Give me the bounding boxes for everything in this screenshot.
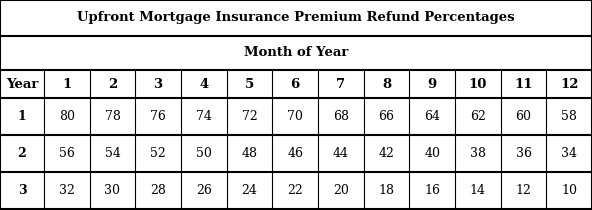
Text: 62: 62 (470, 110, 486, 123)
Text: 18: 18 (378, 184, 394, 197)
Text: 9: 9 (427, 77, 437, 91)
Text: 3: 3 (18, 184, 26, 197)
Text: Upfront Mortgage Insurance Premium Refund Percentages: Upfront Mortgage Insurance Premium Refun… (77, 12, 515, 25)
Text: 60: 60 (516, 110, 532, 123)
Text: 80: 80 (59, 110, 75, 123)
Text: 10: 10 (469, 77, 487, 91)
Text: 54: 54 (105, 147, 120, 160)
Text: 34: 34 (561, 147, 577, 160)
Text: 36: 36 (516, 147, 532, 160)
Text: 7: 7 (336, 77, 345, 91)
Text: 64: 64 (424, 110, 440, 123)
Text: 24: 24 (242, 184, 258, 197)
Text: 58: 58 (561, 110, 577, 123)
Text: 20: 20 (333, 184, 349, 197)
Text: 3: 3 (153, 77, 163, 91)
Text: 26: 26 (196, 184, 212, 197)
Text: 48: 48 (242, 147, 258, 160)
Text: 12: 12 (516, 184, 532, 197)
Text: 14: 14 (470, 184, 486, 197)
Text: Month of Year: Month of Year (244, 46, 348, 59)
Text: 42: 42 (378, 147, 394, 160)
Text: 8: 8 (382, 77, 391, 91)
Text: 72: 72 (242, 110, 258, 123)
Text: Year: Year (6, 77, 38, 91)
Text: 56: 56 (59, 147, 75, 160)
Text: 32: 32 (59, 184, 75, 197)
Text: 38: 38 (470, 147, 486, 160)
Text: 22: 22 (287, 184, 303, 197)
Text: 1: 1 (62, 77, 72, 91)
Text: 74: 74 (196, 110, 212, 123)
Text: 1: 1 (18, 110, 27, 123)
Text: 66: 66 (378, 110, 394, 123)
Text: 5: 5 (245, 77, 254, 91)
Text: 2: 2 (108, 77, 117, 91)
Text: 68: 68 (333, 110, 349, 123)
Text: 6: 6 (291, 77, 300, 91)
Text: 70: 70 (287, 110, 303, 123)
Text: 78: 78 (105, 110, 120, 123)
Text: 11: 11 (514, 77, 533, 91)
Text: 2: 2 (18, 147, 27, 160)
Text: 30: 30 (105, 184, 121, 197)
Text: 4: 4 (200, 77, 208, 91)
Text: 10: 10 (561, 184, 577, 197)
Text: 40: 40 (424, 147, 440, 160)
Text: 46: 46 (287, 147, 303, 160)
Text: 16: 16 (424, 184, 440, 197)
Text: 76: 76 (150, 110, 166, 123)
Text: 44: 44 (333, 147, 349, 160)
Text: 50: 50 (196, 147, 212, 160)
Text: 52: 52 (150, 147, 166, 160)
Text: 12: 12 (560, 77, 578, 91)
Text: 28: 28 (150, 184, 166, 197)
